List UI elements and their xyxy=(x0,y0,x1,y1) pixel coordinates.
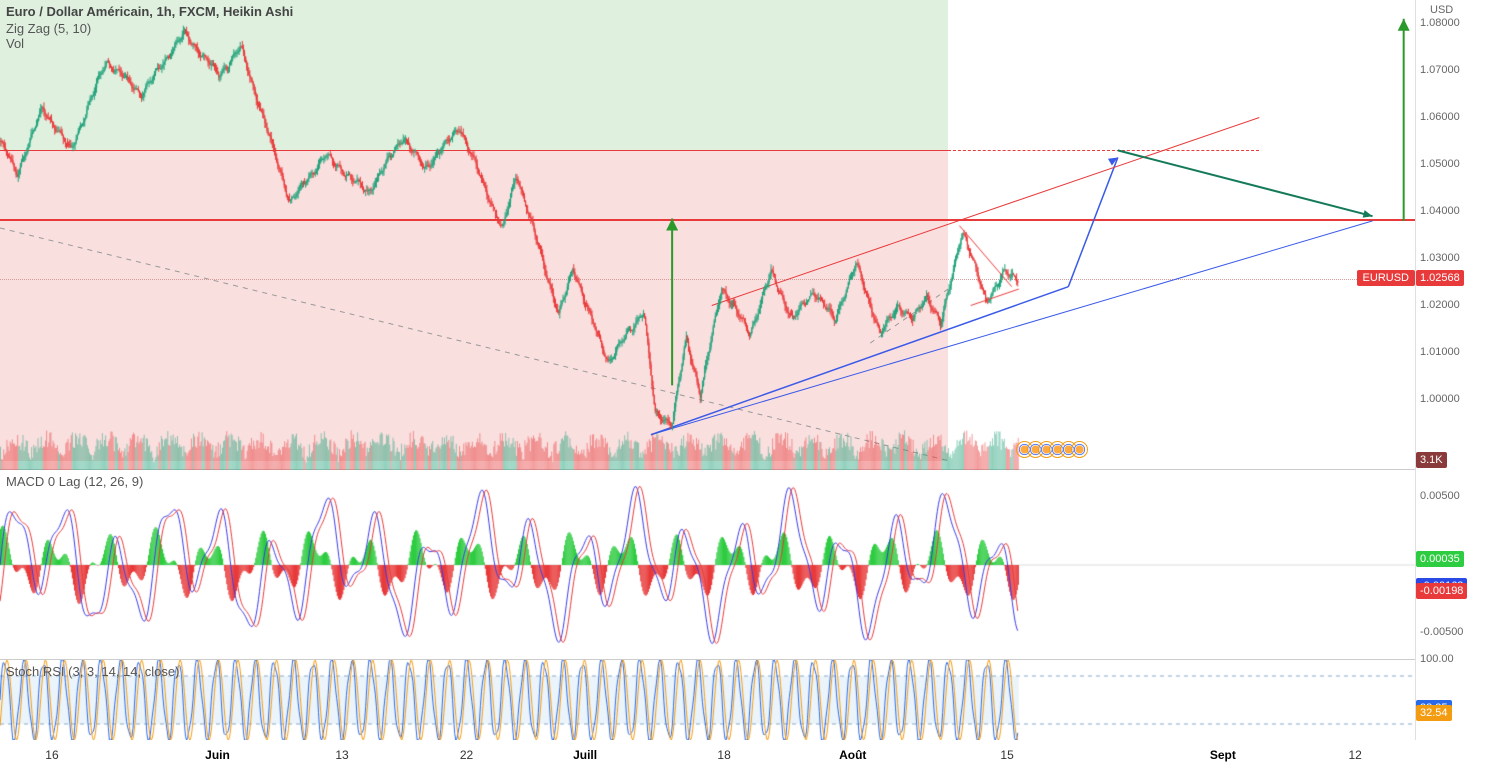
indicator-vol: Vol xyxy=(6,36,24,51)
y-tick: 1.05000 xyxy=(1420,158,1460,170)
main-y-axis[interactable]: USD 1.08000 1.07000 1.06000 1.05000 1.04000 1… xyxy=(1415,0,1486,470)
stoch-title: Stoch RSI (3, 3, 14, 14, close) xyxy=(6,664,179,679)
macd-value-tag: 0.00035 xyxy=(1416,551,1464,567)
stoch-chart[interactable]: Stoch RSI (3, 3, 14, 14, close) xyxy=(0,660,1415,740)
y-tick: 1.08000 xyxy=(1420,17,1460,29)
x-tick: Juill xyxy=(573,748,597,762)
x-tick: Juin xyxy=(205,748,230,762)
event-flag-icons xyxy=(1022,441,1088,461)
x-tick: 18 xyxy=(717,748,730,762)
x-tick: Août xyxy=(839,748,866,762)
stoch-canvas xyxy=(0,660,1415,740)
y-axis-title: USD xyxy=(1430,4,1453,16)
x-tick: Sept xyxy=(1210,748,1236,762)
macd-title: MACD 0 Lag (12, 26, 9) xyxy=(6,474,143,489)
y-tick: 1.07000 xyxy=(1420,64,1460,76)
x-tick: 15 xyxy=(1000,748,1013,762)
y-tick: 1.02000 xyxy=(1420,299,1460,311)
symbol-tag: EURUSD xyxy=(1357,270,1415,286)
indicator-zigzag: Zig Zag (5, 10) xyxy=(6,21,91,36)
macd-value-tag: -0.00198 xyxy=(1416,583,1467,599)
y-tick: 1.04000 xyxy=(1420,205,1460,217)
y-tick: 1.01000 xyxy=(1420,346,1460,358)
y-tick: 1.06000 xyxy=(1420,111,1460,123)
macd-chart[interactable]: MACD 0 Lag (12, 26, 9) xyxy=(0,470,1415,660)
x-tick: 16 xyxy=(45,748,58,762)
main-chart-title: Euro / Dollar Américain, 1h, FXCM, Heiki… xyxy=(6,4,293,19)
volume-tag: 3.1K xyxy=(1416,452,1447,468)
x-tick: 12 xyxy=(1348,748,1361,762)
y-tick: 1.03000 xyxy=(1420,252,1460,264)
stoch-value-tag: 32.54 xyxy=(1416,705,1452,721)
main-price-chart[interactable]: Euro / Dollar Américain, 1h, FXCM, Heiki… xyxy=(0,0,1415,470)
x-axis[interactable]: 16 Juin 13 22 Juill 18 Août 15 Sept 12 xyxy=(0,740,1415,777)
x-tick: 13 xyxy=(335,748,348,762)
current-price-tag: 1.02568 xyxy=(1416,270,1464,286)
macd-canvas xyxy=(0,470,1415,660)
x-tick: 22 xyxy=(460,748,473,762)
candlestick-canvas xyxy=(0,0,1415,470)
stoch-y-axis[interactable]: 100.00 38.3532.54 xyxy=(1415,660,1486,740)
y-tick: 1.00000 xyxy=(1420,393,1460,405)
macd-y-axis[interactable]: 0.00500-0.00500 0.00035-0.00163-0.00198 xyxy=(1415,470,1486,660)
